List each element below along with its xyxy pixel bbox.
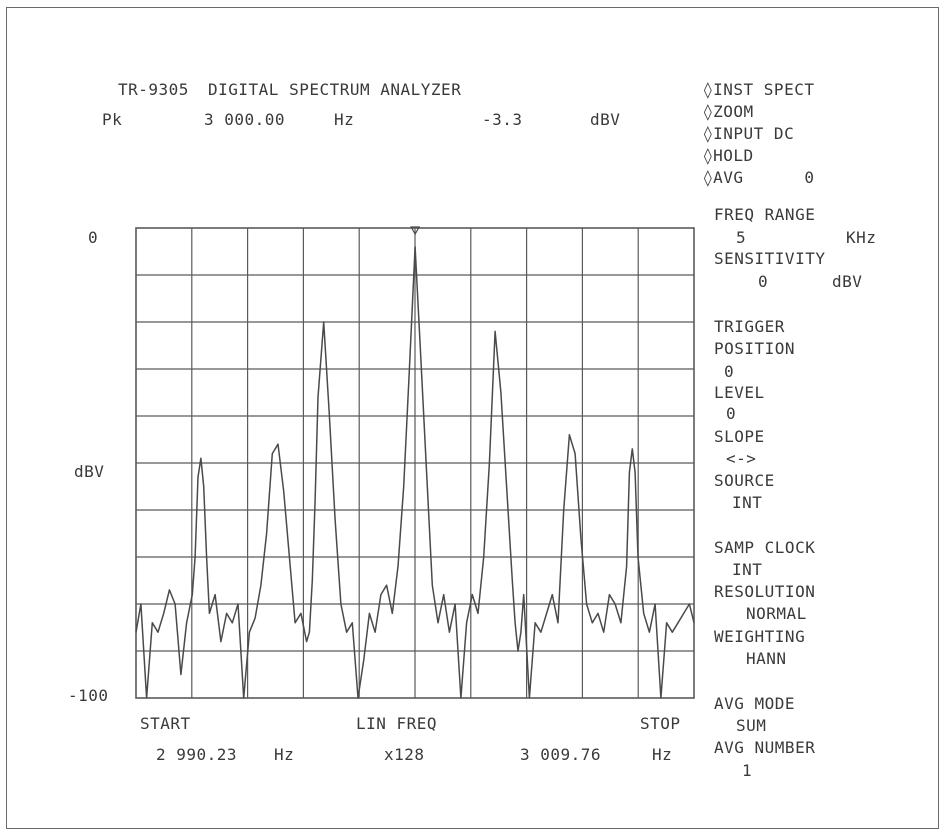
- source-value: INT: [732, 493, 763, 512]
- samp-clock-value: INT: [732, 560, 763, 579]
- screen-frame: [6, 7, 939, 829]
- start-frequency: 2 990.23: [156, 745, 238, 764]
- stop-frequency: 3 009.76: [520, 745, 602, 764]
- marker-frequency-unit: Hz: [334, 110, 355, 129]
- avg-number-label: AVG NUMBER: [714, 738, 816, 757]
- freq-range-value: 5: [736, 228, 747, 247]
- y-tick-bottom: -100: [68, 686, 109, 705]
- freq-range-label: FREQ RANGE: [714, 205, 816, 224]
- start-frequency-unit: Hz: [274, 745, 295, 764]
- marker-level-unit: dBV: [590, 110, 621, 129]
- slope-value: <->: [726, 449, 757, 468]
- peak-marker-group: [410, 226, 421, 236]
- avg-mode-value: SUM: [736, 716, 767, 735]
- menu-avg[interactable]: ◊AVG 0: [703, 168, 815, 187]
- stop-frequency-unit: Hz: [652, 745, 673, 764]
- level-label: LEVEL: [714, 383, 765, 402]
- slope-label: SLOPE: [714, 427, 765, 446]
- sensitivity-unit: dBV: [832, 272, 863, 291]
- spectrum-trace-group: [135, 246, 695, 699]
- y-axis-label: dBV: [74, 462, 105, 481]
- spectrum-trace-line: [135, 246, 695, 699]
- samp-clock-label: SAMP CLOCK: [714, 538, 816, 557]
- avg-number-value: 1: [742, 761, 753, 780]
- source-label: SOURCE: [714, 471, 775, 490]
- scale-label: LIN FREQ: [356, 714, 438, 733]
- weighting-label: WEIGHTING: [714, 627, 806, 646]
- resolution-value: NORMAL: [746, 604, 807, 623]
- stop-label: STOP: [640, 714, 681, 733]
- resolution-label: RESOLUTION: [714, 582, 816, 601]
- y-tick-top: 0: [88, 228, 99, 247]
- freq-range-unit: KHz: [846, 228, 877, 247]
- position-label: POSITION: [714, 339, 796, 358]
- level-value: 0: [726, 404, 737, 423]
- model-number: TR-9305: [118, 80, 189, 99]
- trigger-label: TRIGGER: [714, 317, 785, 336]
- plot-grid: [135, 227, 695, 699]
- scale-factor: x128: [384, 745, 425, 764]
- page-title: DIGITAL SPECTRUM ANALYZER: [208, 80, 462, 99]
- marker-label: Pk: [102, 110, 123, 129]
- menu-hold[interactable]: ◊HOLD: [703, 146, 754, 165]
- marker-frequency: 3 000.00: [204, 110, 286, 129]
- menu-inst-spect[interactable]: ◊INST SPECT: [703, 80, 815, 99]
- avg-mode-label: AVG MODE: [714, 694, 796, 713]
- sensitivity-label: SENSITIVITY: [714, 249, 826, 268]
- start-label: START: [140, 714, 191, 733]
- position-value: 0: [724, 362, 735, 381]
- peak-marker-icon: [410, 226, 421, 236]
- sensitivity-value: 0: [758, 272, 769, 291]
- weighting-value: HANN: [746, 649, 787, 668]
- menu-input-dc[interactable]: ◊INPUT DC: [703, 124, 795, 143]
- menu-zoom[interactable]: ◊ZOOM: [703, 102, 754, 121]
- marker-level: -3.3: [482, 110, 523, 129]
